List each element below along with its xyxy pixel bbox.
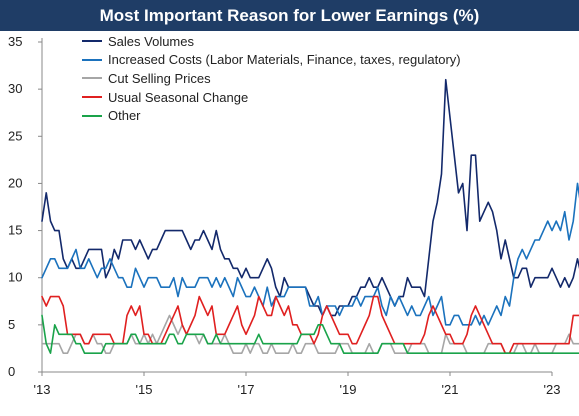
x-tick-label: '15 [136,382,153,397]
legend-label: Other [108,108,141,124]
legend-label: Sales Volumes [108,33,194,49]
legend-item: Cut Selling Prices [82,69,461,88]
legend-swatch [82,77,102,80]
series-line-3 [41,295,579,354]
y-tick-label: 15 [8,223,22,238]
chart-title: Most Important Reason for Lower Earnings… [99,5,480,25]
chart-title-bar: Most Important Reason for Lower Earnings… [0,0,579,31]
series-line-1 [41,182,579,326]
legend-item: Sales Volumes [82,32,461,51]
x-tick-label: '19 [340,382,357,397]
legend-swatch [82,96,102,99]
x-tick-label: '13 [34,382,51,397]
legend-swatch [82,114,102,117]
y-tick-label: 0 [8,364,15,379]
x-tick-label: '21 [442,382,459,397]
legend-item: Usual Seasonal Change [82,88,461,107]
legend-item: Increased Costs (Labor Materials, Financ… [82,51,461,70]
legend-label: Increased Costs (Labor Materials, Financ… [108,52,461,68]
x-tick-label: '23 [544,382,561,397]
y-tick-label: 10 [8,270,22,285]
series-line-4 [41,314,579,354]
series-line-0 [41,78,579,317]
x-tick-label: '17 [238,382,255,397]
y-tick-label: 30 [8,81,22,96]
y-tick-label: 35 [8,34,22,49]
legend-swatch [82,40,102,43]
y-tick-label: 5 [8,317,15,332]
legend-swatch [82,58,102,61]
chart-legend: Sales Volumes Increased Costs (Labor Mate… [82,32,461,125]
y-tick-label: 20 [8,175,22,190]
legend-label: Cut Selling Prices [108,70,211,86]
y-tick-label: 25 [8,128,22,143]
legend-item: Other [82,106,461,125]
legend-label: Usual Seasonal Change [108,89,249,105]
